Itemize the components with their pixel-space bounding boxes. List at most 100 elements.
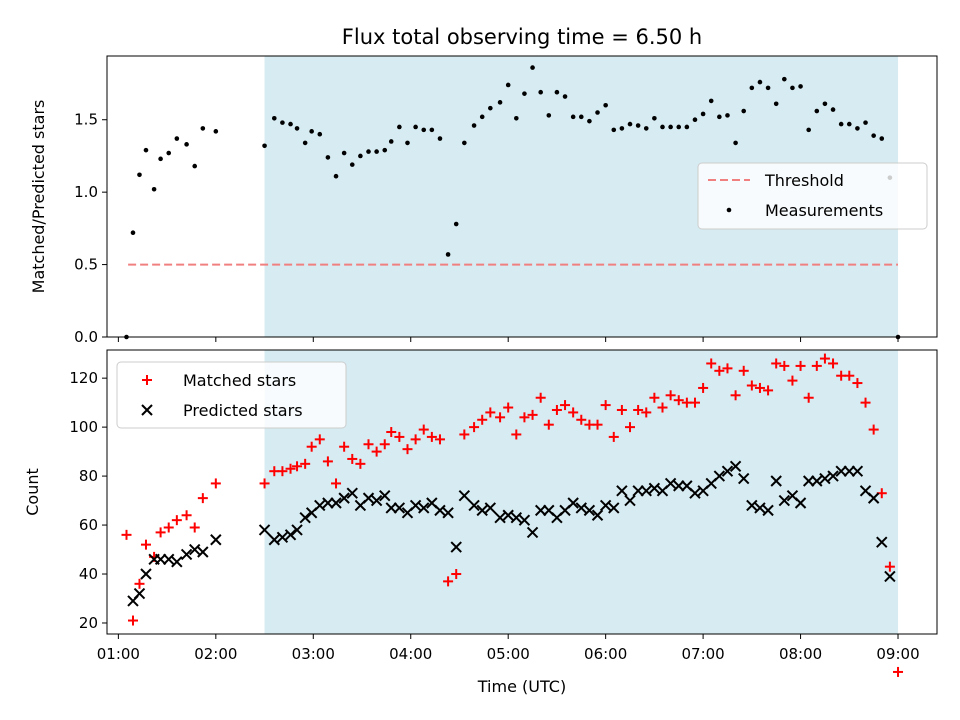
predicted-star-point [133,587,146,600]
measurement-point [429,127,435,133]
predicted-star-point [884,570,896,583]
measurement-point [213,129,219,134]
matched-star-point [322,456,333,467]
y-tick-label: 120 [69,369,98,387]
matched-star-point [852,378,863,389]
measurement-point [514,115,519,121]
x-axis-label: Time (UTC) [477,677,566,696]
predicted-star-point [689,487,701,499]
predicted-star-point [851,465,864,477]
predicted-star-point [526,526,539,539]
predicted-star-point [291,524,303,536]
legend-threshold-label: Threshold [764,171,844,190]
x-tick-label: 08:00 [779,645,822,663]
predicted-star-point [180,548,193,561]
y-tick-label: 40 [79,565,98,583]
measurement-point [676,124,682,130]
matched-star-point [363,439,374,450]
predicted-star-point [379,489,391,502]
predicted-star-point [284,529,297,541]
measurement-point [741,108,747,114]
predicted-star-point [835,465,847,477]
y-tick-label: 0.0 [74,328,98,346]
matched-star-point [616,404,627,415]
matched-star-point [649,392,660,403]
measurement-point [437,136,443,141]
predicted-star-point [268,534,281,546]
measurement-point [765,85,771,91]
measurement-point [603,102,608,108]
measurement-point [863,120,868,125]
matched-star-point [844,370,855,381]
measurement-point [570,114,576,120]
matched-star-point [459,429,470,440]
measurement-point [530,65,535,70]
measurement-point [325,155,331,160]
chart-title: Flux total observing time = 6.50 h [342,25,702,49]
measurement-point [538,89,543,95]
matched-star-point [495,412,506,423]
legend-box [697,162,928,230]
matched-star-point [657,402,668,413]
measurement-point [522,91,527,96]
measurement-point [838,121,844,127]
predicted-star-point [258,524,271,536]
measurement-point [262,143,267,149]
predicted-star-point [770,475,782,487]
measurement-point [151,186,157,192]
matched-star-point [503,402,514,413]
measurement-point [782,76,787,82]
measurement-point [717,114,722,120]
predicted-star-point [518,514,531,526]
predicted-star-point [624,494,636,507]
matched-star-point [787,375,798,386]
measurement-point [358,153,363,159]
top-plot-marks [124,65,901,340]
matched-star-point [828,358,839,369]
predicted-star-point [729,460,742,473]
matched-star-point [339,441,350,452]
matched-star-point [300,458,311,469]
predicted-star-point [608,502,620,514]
matched-star-point [140,539,151,550]
y-tick-label: 100 [69,418,98,436]
bottom-axes-frame [106,349,938,635]
matched-star-point [811,360,822,371]
matched-star-point [189,522,200,533]
measurement-point [453,221,459,227]
predicted-star-point [746,499,758,512]
measurement-point [192,163,198,169]
measurement-point [488,105,493,111]
predicted-star-point [330,497,342,509]
measurement-point [309,129,314,134]
measurement-point [562,94,568,99]
top-panel: 0.0 0.5 1.0 1.5 Matched/Predicted stars Thr… [29,55,938,346]
legend-predicted-swatch [141,404,153,416]
x-tick-label: 01:00 [97,645,140,663]
predicted-star-point [346,487,358,499]
measurement-point [302,140,308,146]
measurement-point [790,85,795,91]
y-tick-label: 0.5 [74,256,98,274]
top-y-axis-label: Matched/Predicted stars [29,100,48,294]
predicted-star-point [314,499,326,512]
measurement-point [288,121,293,127]
predicted-star-point [171,556,183,568]
matched-star-point [868,424,879,435]
y-tick-label: 60 [79,516,98,534]
y-tick-label: 1.5 [74,111,98,129]
bottom-axis-ticks: 01:00 02:00 03:00 04:00 05:00 06:00 07:00 08:00… [69,369,919,663]
measurement-point [200,126,206,131]
measurement-point [143,147,149,153]
x-tick-label: 06:00 [584,645,627,663]
measurement-point [341,150,347,156]
measurement-point [643,126,649,131]
predicted-star-point [418,502,430,514]
measurement-point [627,121,633,127]
measurement-point [619,126,625,131]
measurement-point [317,131,323,137]
measurement-point [405,140,410,146]
matched-star-point [410,434,421,445]
predicted-star-point [385,502,397,514]
